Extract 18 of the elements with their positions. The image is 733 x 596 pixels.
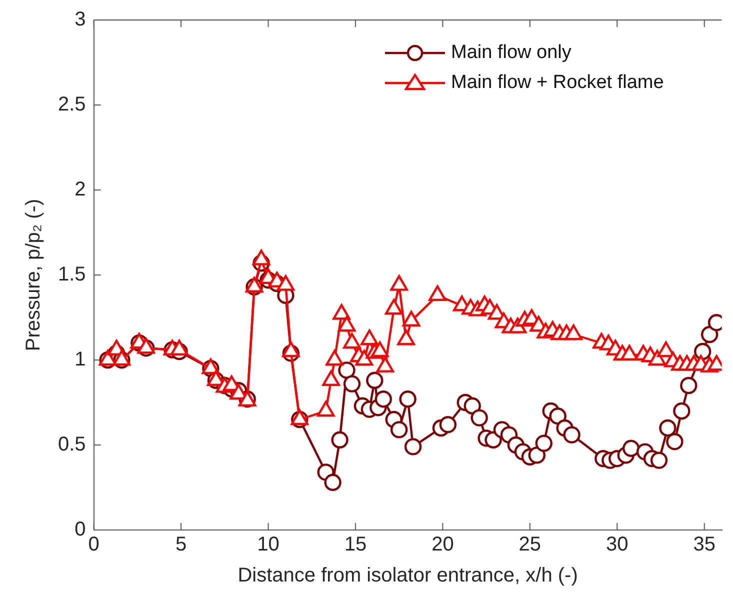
x-tick-label: 15 <box>344 534 367 556</box>
y-tick-label: 0.5 <box>58 434 86 456</box>
y-tick-label: 2.5 <box>58 94 86 116</box>
x-tick-label: 30 <box>606 534 628 556</box>
y-tick-label: 3 <box>74 8 86 31</box>
x-tick-label: 20 <box>432 534 454 556</box>
x-tick-label: 5 <box>175 534 187 556</box>
y-tick-label: 1 <box>74 348 86 371</box>
y-axis-title: Pressure, p/p₂ (-) <box>22 198 45 352</box>
y-tick-label: 2 <box>74 178 86 201</box>
x-tick-label: 10 <box>257 534 280 556</box>
legend-label: Main flow only <box>451 42 572 64</box>
x-axis-title: Distance from isolator entrance, x/h (-) <box>238 564 578 587</box>
x-tick-label: 25 <box>518 534 542 556</box>
y-tick-label: 0 <box>74 518 86 541</box>
y-tick-label: 1.5 <box>58 264 86 286</box>
x-tick-label: 35 <box>693 534 716 556</box>
legend-label: Main flow + Rocket flame <box>451 72 664 94</box>
